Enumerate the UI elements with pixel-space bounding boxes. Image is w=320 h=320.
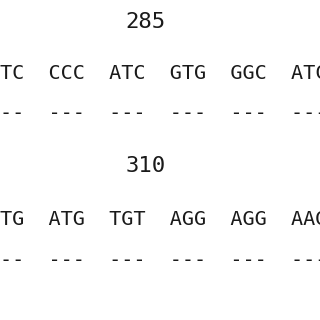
Text: 285: 285 [125, 12, 166, 32]
Text: 310: 310 [125, 156, 166, 176]
Text: TC  CCC  ATC  GTG  GGC  ATC  G: TC CCC ATC GTG GGC ATC G [0, 64, 320, 83]
Text: TG  ATG  TGT  AGG  AGG  AAG  A: TG ATG TGT AGG AGG AAG A [0, 210, 320, 229]
Text: --  ---  ---  ---  ---  ---  -: -- --- --- --- --- --- - [0, 104, 320, 123]
Text: --  ---  ---  ---  ---  ---  -: -- --- --- --- --- --- - [0, 251, 320, 270]
